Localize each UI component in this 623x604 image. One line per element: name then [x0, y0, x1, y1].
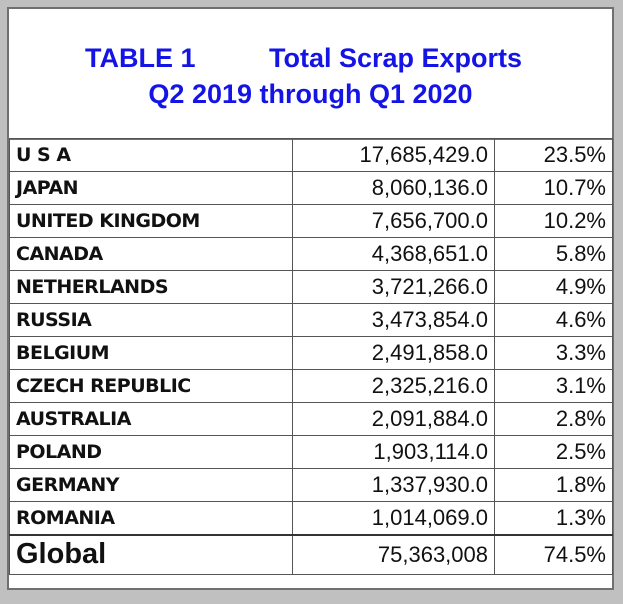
country-cell: CANADA	[9, 237, 293, 271]
value-cell: 3,473,854.0	[292, 303, 495, 337]
exports-table: U S A 17,685,429.0 23.5% JAPAN 8,060,136.0 10…	[9, 138, 613, 575]
country-cell: Global	[9, 533, 293, 575]
value-cell: 1,337,930.0	[292, 468, 495, 502]
share-cell: 4.9%	[494, 270, 613, 304]
share-cell: 10.2%	[494, 204, 613, 238]
country-cell: ROMANIA	[9, 501, 293, 535]
value-cell: 8,060,136.0	[292, 171, 495, 205]
table-row: CZECH REPUBLIC 2,325,216.0 3.1%	[9, 369, 613, 403]
table-row: NETHERLANDS 3,721,266.0 4.9%	[9, 270, 613, 304]
table-row: GERMANY 1,337,930.0 1.8%	[9, 468, 613, 502]
table-header: TABLE 1 Total Scrap Exports Q2 2019 thro…	[9, 9, 612, 140]
table-row: U S A 17,685,429.0 23.5%	[9, 138, 613, 172]
table-row: JAPAN 8,060,136.0 10.7%	[9, 171, 613, 205]
value-cell: 7,656,700.0	[292, 204, 495, 238]
country-cell: CZECH REPUBLIC	[9, 369, 293, 403]
table-row: CANADA 4,368,651.0 5.8%	[9, 237, 613, 271]
table-row: AUSTRALIA 2,091,884.0 2.8%	[9, 402, 613, 436]
country-cell: NETHERLANDS	[9, 270, 293, 304]
share-cell: 10.7%	[494, 171, 613, 205]
share-cell: 2.5%	[494, 435, 613, 469]
table-row: ROMANIA 1,014,069.0 1.3%	[9, 501, 613, 535]
country-cell: UNITED KINGDOM	[9, 204, 293, 238]
share-cell: 74.5%	[494, 533, 613, 575]
value-cell: 2,325,216.0	[292, 369, 495, 403]
country-cell: GERMANY	[9, 468, 293, 502]
value-cell: 1,903,114.0	[292, 435, 495, 469]
table-row: BELGIUM 2,491,858.0 3.3%	[9, 336, 613, 370]
country-cell: AUSTRALIA	[9, 402, 293, 436]
table-row: POLAND 1,903,114.0 2.5%	[9, 435, 613, 469]
value-cell: 4,368,651.0	[292, 237, 495, 271]
share-cell: 3.3%	[494, 336, 613, 370]
table-label: TABLE 1	[85, 43, 196, 73]
country-cell: U S A	[9, 138, 293, 172]
value-cell: 1,014,069.0	[292, 501, 495, 535]
share-cell: 5.8%	[494, 237, 613, 271]
country-cell: POLAND	[9, 435, 293, 469]
share-cell: 23.5%	[494, 138, 613, 172]
value-cell: 17,685,429.0	[292, 138, 495, 172]
country-cell: BELGIUM	[9, 336, 293, 370]
table-row: UNITED KINGDOM 7,656,700.0 10.2%	[9, 204, 613, 238]
value-cell: 75,363,008	[292, 533, 495, 575]
share-cell: 1.8%	[494, 468, 613, 502]
table-title: Total Scrap Exports	[269, 43, 523, 73]
share-cell: 2.8%	[494, 402, 613, 436]
total-row: Global 75,363,008 74.5%	[9, 533, 613, 575]
share-cell: 4.6%	[494, 303, 613, 337]
table-row: RUSSIA 3,473,854.0 4.6%	[9, 303, 613, 337]
value-cell: 2,491,858.0	[292, 336, 495, 370]
share-cell: 1.3%	[494, 501, 613, 535]
table-period: Q2 2019 through Q1 2020	[148, 79, 473, 109]
value-cell: 2,091,884.0	[292, 402, 495, 436]
country-cell: JAPAN	[9, 171, 293, 205]
country-cell: RUSSIA	[9, 303, 293, 337]
scrap-exports-table-frame: TABLE 1 Total Scrap Exports Q2 2019 thro…	[7, 7, 614, 590]
share-cell: 3.1%	[494, 369, 613, 403]
value-cell: 3,721,266.0	[292, 270, 495, 304]
